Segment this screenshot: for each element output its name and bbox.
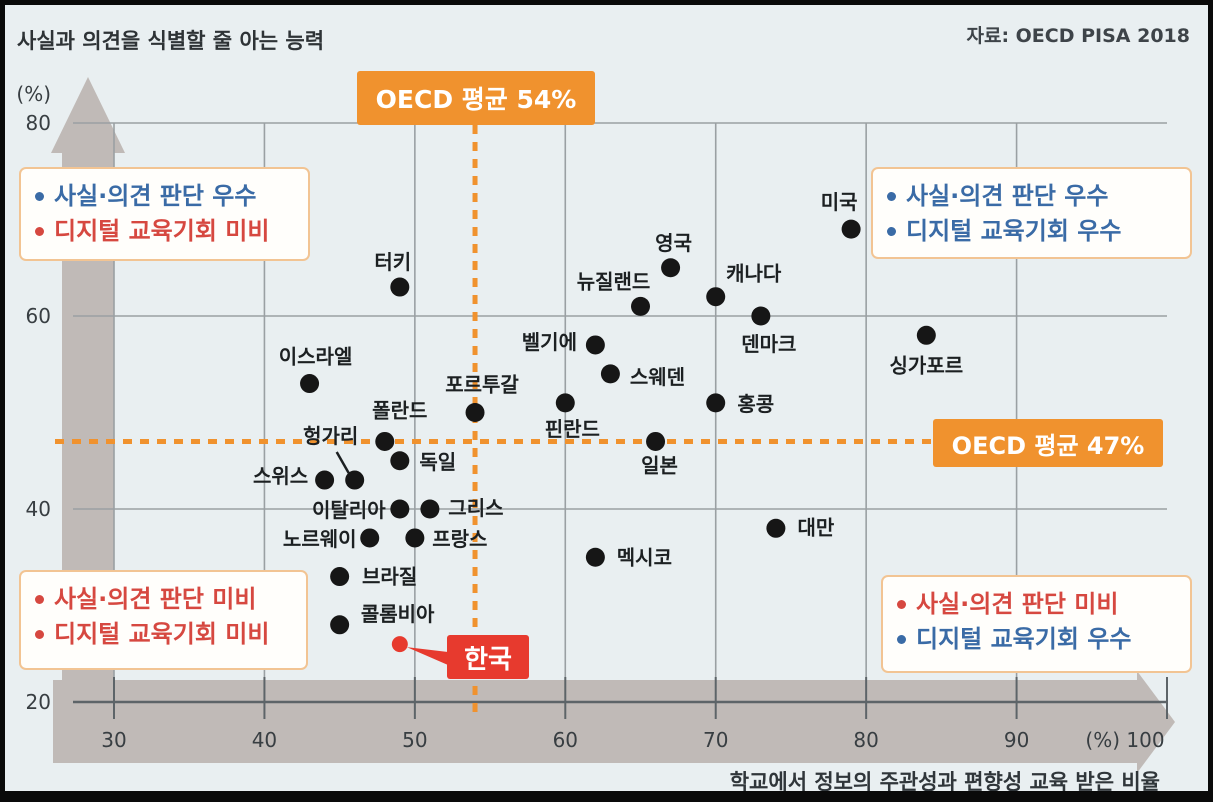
- data-point: [345, 470, 365, 490]
- data-point: [315, 470, 335, 490]
- country-label: 콜롬비아: [361, 602, 435, 626]
- data-point: [600, 364, 620, 384]
- data-point: [706, 287, 726, 307]
- data-point: [916, 325, 936, 345]
- x-tick-label: 80: [853, 728, 878, 752]
- country-label: 그리스: [448, 496, 503, 520]
- quadrant-line: 사실·의견 판단 우수: [35, 179, 296, 214]
- chart-title: 사실과 의견을 식별할 줄 아는 능력: [17, 29, 325, 53]
- country-label: 노르웨이: [283, 527, 357, 551]
- data-point: [646, 431, 666, 451]
- quadrant-line: 사실·의견 판단 우수: [887, 179, 1178, 214]
- country-label: 멕시코: [617, 545, 672, 569]
- country-label: 독일: [419, 450, 456, 474]
- data-point: [555, 393, 575, 413]
- quadrant-line: 디지털 교육기회 우수: [897, 622, 1178, 657]
- country-label: 뉴질랜드: [577, 269, 651, 293]
- country-label: 미국: [821, 190, 858, 214]
- data-point: [390, 451, 410, 471]
- quadrant-line: 사실·의견 판단 미비: [897, 587, 1178, 622]
- x-axis-arrow: [53, 680, 1137, 763]
- country-label: 핀란드: [545, 417, 600, 441]
- y-tick-label: 20: [26, 690, 51, 714]
- x-tick-label: 40: [252, 728, 277, 752]
- quadrant-line: 디지털 교육기회 미비: [35, 617, 294, 652]
- korea-leader-wedge: [406, 647, 448, 665]
- data-point: [585, 547, 605, 567]
- country-label: 스위스: [253, 464, 308, 488]
- label-leader-line: [335, 451, 350, 474]
- quadrant-label-bottom-right: 사실·의견 판단 미비 디지털 교육기회 우수: [881, 575, 1192, 673]
- country-label: 대만: [797, 515, 834, 539]
- data-point: [330, 615, 350, 635]
- data-point: [631, 296, 651, 316]
- data-point: [420, 499, 440, 519]
- data-point: [390, 277, 410, 297]
- x-tick-label: 30: [101, 728, 126, 752]
- y-tick-label: 80: [26, 111, 51, 135]
- country-label: 스웨덴: [630, 365, 685, 389]
- x-tick-label: 90: [1004, 728, 1029, 752]
- data-point: [375, 431, 395, 451]
- country-label: 이스라엘: [279, 345, 353, 369]
- y-axis-arrow-head: [51, 77, 125, 153]
- country-label: 헝가리: [303, 424, 358, 448]
- country-label: 프랑스: [432, 527, 487, 551]
- data-point: [465, 403, 485, 422]
- quadrant-line: 사실·의견 판단 미비: [35, 582, 294, 617]
- x-axis-end-label: (%) 100: [1085, 728, 1164, 752]
- country-label: 포르투갈: [445, 373, 519, 397]
- data-point: [405, 528, 425, 548]
- quadrant-line: 디지털 교육기회 우수: [887, 214, 1178, 249]
- data-point: [766, 518, 786, 538]
- x-tick-label: 50: [402, 728, 427, 752]
- data-point: [751, 306, 771, 326]
- korea-data-point: [391, 636, 408, 653]
- quadrant-label-bottom-left: 사실·의견 판단 미비 디지털 교육기회 미비: [19, 570, 308, 670]
- country-label: 벨기에: [522, 330, 577, 354]
- country-label: 브라질: [362, 565, 417, 589]
- x-axis-arrow-head: [1137, 671, 1175, 773]
- country-label: 영국: [655, 231, 692, 255]
- x-axis-title: 학교에서 정보의 주관성과 편향성 교육 받은 비율: [729, 770, 1160, 794]
- oecd-average-x-badge: OECD 평균 54%: [357, 71, 595, 125]
- country-label: 싱가포르: [890, 353, 964, 377]
- quadrant-label-top-right: 사실·의견 판단 우수 디지털 교육기회 우수: [871, 167, 1192, 259]
- country-label: 터키: [374, 250, 411, 274]
- x-tick-label: 60: [553, 728, 578, 752]
- data-point: [585, 335, 605, 355]
- data-point: [330, 567, 350, 587]
- korea-callout-badge: 한국: [447, 635, 529, 679]
- data-point: [300, 374, 320, 394]
- data-point: [841, 219, 861, 239]
- country-label: 일본: [641, 453, 678, 477]
- country-label: 캐나다: [726, 262, 782, 286]
- country-label: 폴란드: [372, 398, 427, 422]
- data-point: [360, 528, 380, 548]
- data-point: [706, 393, 726, 413]
- data-point: [661, 258, 681, 278]
- y-tick-label: 60: [26, 304, 51, 328]
- data-point: [390, 499, 410, 519]
- oecd-average-y-badge: OECD 평균 47%: [933, 419, 1163, 467]
- x-tick-label: 70: [703, 728, 728, 752]
- country-label: 홍콩: [737, 392, 774, 416]
- country-label: 이탈리아: [312, 498, 386, 522]
- y-tick-label: 40: [26, 497, 51, 521]
- quadrant-line: 디지털 교육기회 미비: [35, 214, 296, 249]
- source-label: 자료: OECD PISA 2018: [966, 25, 1190, 47]
- quadrant-label-top-left: 사실·의견 판단 우수 디지털 교육기회 미비: [19, 167, 310, 261]
- y-axis-unit-label: (%): [16, 82, 51, 106]
- country-label: 덴마크: [741, 332, 796, 356]
